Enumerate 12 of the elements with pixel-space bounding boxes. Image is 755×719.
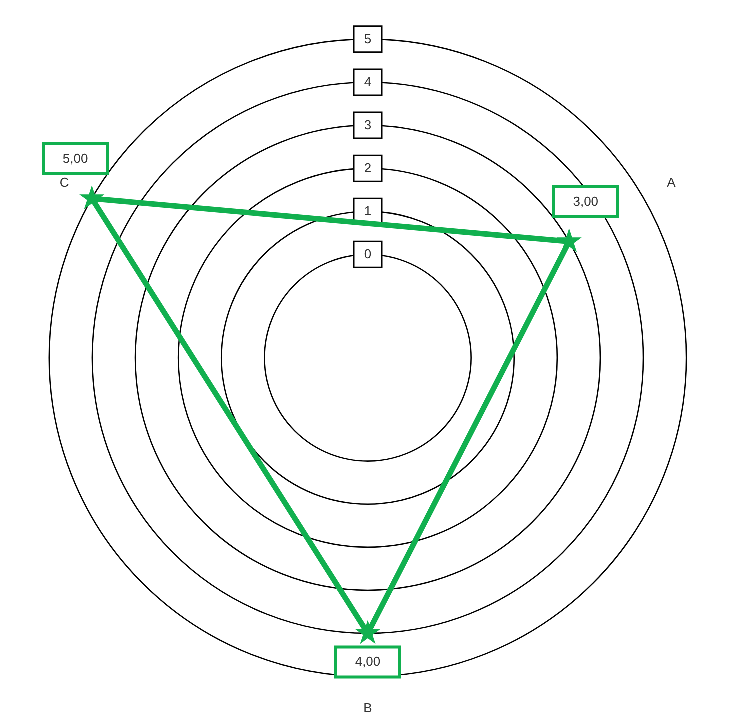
spoke-label: A [667,174,676,190]
data-label: 3,00 [573,194,599,209]
y-tick-label: 0 [364,246,372,262]
spoke-label: B [364,700,372,716]
data-label: 5,00 [62,150,88,166]
y-tick-label: 5 [364,31,372,46]
data-label: 4,00 [355,654,381,670]
y-tick-label: 4 [364,74,372,90]
spoke-label: C [60,174,70,190]
y-tick-label: 1 [364,204,372,219]
y-tick-label: 2 [364,160,372,176]
y-tick-label: 3 [364,118,372,133]
